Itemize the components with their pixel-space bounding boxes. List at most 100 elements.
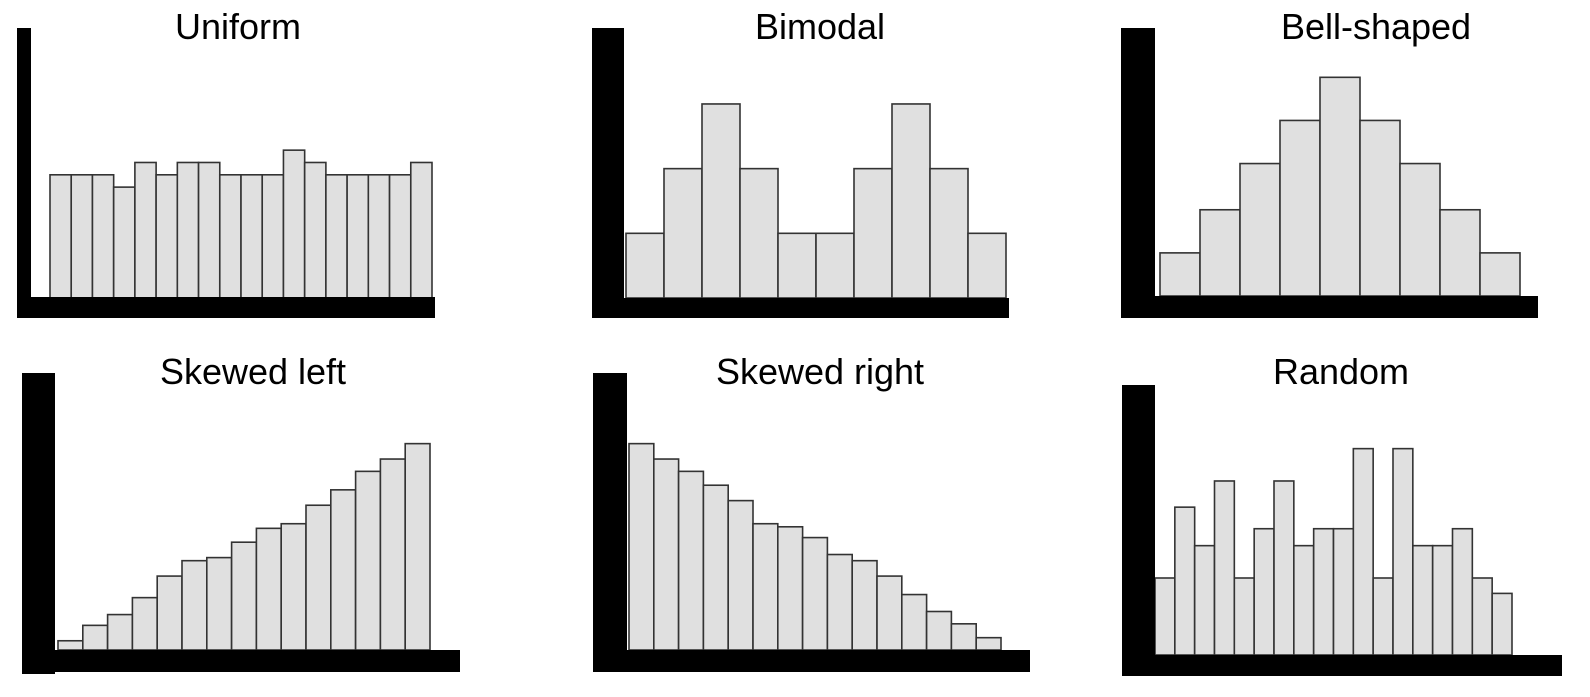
histogram-bar	[346, 174, 370, 299]
y-axis	[1121, 28, 1155, 318]
histogram-bar	[975, 636, 1002, 651]
x-axis	[593, 650, 1030, 672]
y-axis	[592, 28, 624, 318]
histogram-bar	[739, 167, 779, 299]
histogram-bar	[261, 174, 285, 299]
histogram-bar	[1451, 527, 1474, 656]
chart-title: Skewed left	[159, 351, 347, 392]
histogram-bar	[1312, 527, 1335, 656]
histogram-bar	[777, 232, 817, 299]
histogram-bar	[49, 174, 73, 299]
chart-title: Random	[1272, 351, 1410, 392]
histogram-bar	[1479, 252, 1521, 297]
histogram-bar	[967, 232, 1007, 299]
histogram-bar	[891, 103, 931, 299]
histogram-bar	[82, 624, 109, 651]
histogram-bar	[1154, 577, 1176, 656]
histogram-bar	[218, 174, 242, 299]
chart-title: Bell-shaped	[1280, 6, 1472, 47]
histogram-bar	[876, 575, 903, 651]
histogram-bar	[752, 522, 779, 651]
histogram-bar	[280, 522, 307, 651]
histogram-bar	[853, 167, 893, 299]
histogram-bar	[1199, 208, 1241, 297]
histogram-bar	[57, 639, 84, 651]
histogram-bar	[1332, 527, 1355, 656]
histogram-bar	[112, 186, 136, 299]
histogram-bar	[131, 596, 158, 651]
histogram-panel-3	[1121, 28, 1538, 318]
x-axis	[1121, 296, 1538, 318]
histogram-bar	[240, 174, 264, 299]
histogram-bar	[176, 161, 200, 299]
histogram-bar	[701, 103, 741, 299]
histogram-bar	[367, 174, 391, 299]
histogram-bar	[197, 161, 221, 299]
histogram-bar	[1213, 480, 1236, 656]
histogram-panel-1	[17, 28, 435, 318]
y-axis	[17, 28, 31, 318]
chart-title: Bimodal	[754, 6, 886, 47]
histogram-bar	[1392, 447, 1414, 656]
x-axis	[22, 650, 460, 672]
histogram-bar	[1431, 544, 1454, 656]
histogram-bar	[1253, 527, 1275, 656]
histogram-bar	[727, 499, 754, 651]
histogram-bar	[354, 470, 382, 651]
chart-title: Uniform	[174, 6, 302, 47]
histogram-bar	[1239, 162, 1281, 297]
histogram-bar	[255, 527, 282, 651]
histogram-bar	[815, 232, 855, 299]
histogram-bar	[1174, 506, 1196, 656]
histogram-bar	[625, 232, 665, 299]
histogram-bar	[70, 174, 94, 299]
histogram-bar	[1279, 119, 1321, 297]
histogram-bar	[677, 470, 705, 651]
histogram-bar	[1352, 447, 1374, 656]
histogram-bar	[106, 613, 134, 651]
histogram-bar	[929, 167, 969, 299]
histogram-bar	[1439, 208, 1481, 297]
x-axis	[592, 298, 1009, 318]
histogram-bar	[851, 559, 878, 651]
histogram-bar	[1412, 544, 1434, 656]
histogram-panel-5	[593, 373, 1030, 672]
histogram-bar	[776, 525, 804, 651]
histogram-bar	[1233, 577, 1255, 656]
histogram-bar	[663, 167, 703, 299]
histogram-bar	[134, 161, 157, 299]
histogram-bar	[379, 458, 406, 651]
histogram-bar	[388, 174, 412, 299]
x-axis	[17, 297, 435, 318]
chart-title: Skewed right	[715, 351, 925, 392]
histogram-bar	[900, 593, 928, 651]
histogram-bar	[1399, 162, 1441, 297]
histogram-bar	[155, 174, 179, 299]
y-axis	[1122, 385, 1155, 676]
histogram-bar	[329, 489, 357, 651]
histogram-bar	[282, 149, 306, 299]
histogram-bar	[230, 541, 258, 651]
histogram-bar	[1471, 577, 1493, 656]
histogram-panel-4	[22, 373, 460, 674]
histogram-bar	[325, 174, 348, 299]
histogram-bar	[404, 442, 431, 651]
histogram-panel-6	[1122, 385, 1562, 676]
histogram-bar	[1491, 592, 1513, 656]
histogram-bar	[303, 161, 327, 299]
histogram-bar	[826, 553, 854, 651]
histogram-bar	[925, 610, 953, 651]
histogram-bar	[1293, 544, 1315, 656]
histogram-bar	[91, 174, 115, 299]
histogram-bar	[628, 442, 655, 651]
histogram-bar	[702, 484, 730, 651]
histogram-bar	[305, 504, 332, 651]
histogram-bar	[1372, 577, 1394, 656]
histogram-bar	[409, 161, 433, 299]
histogram-bar	[801, 536, 829, 651]
histogram-bar	[1193, 544, 1216, 656]
histogram-bar	[1359, 119, 1401, 297]
histogram-bar	[1159, 252, 1201, 297]
x-axis	[1122, 655, 1562, 676]
